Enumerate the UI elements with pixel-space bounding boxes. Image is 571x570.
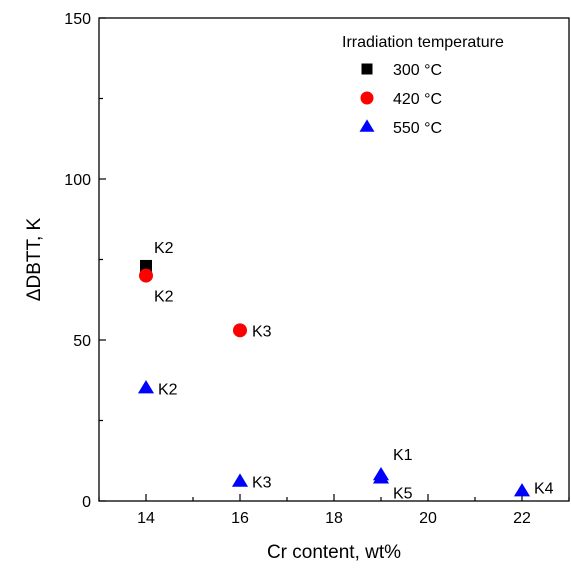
legend-label: 550 °C: [393, 120, 442, 137]
point-label: K2: [154, 240, 174, 257]
point-label: K2: [154, 289, 174, 306]
x-tick-label: 22: [513, 510, 531, 527]
x-tick-label: 18: [325, 510, 343, 527]
point-label: K3: [252, 323, 272, 340]
y-tick-label: 50: [73, 333, 91, 350]
data-point-circle: [233, 323, 247, 338]
y-tick-label: 0: [82, 494, 91, 511]
point-label: K5: [393, 485, 413, 502]
legend-label: 420 °C: [393, 91, 442, 108]
data-point-square: [140, 259, 152, 272]
point-label: K4: [534, 480, 554, 497]
data-points: K2 K2 K3 K2 K3 K1 K5 K4: [137, 240, 554, 502]
point-label: K2: [158, 381, 178, 398]
legend-marker-triangle: [359, 119, 375, 132]
axes: 14 16 18 20 22 0 50 100 150: [64, 11, 570, 527]
data-point-circle: [139, 268, 153, 283]
x-axis-title: Cr content, wt%: [267, 542, 401, 563]
y-tick-label: 100: [64, 172, 91, 189]
legend-title: Irradiation temperature: [342, 34, 504, 51]
data-point-triangle: [137, 380, 155, 394]
x-tick-label: 20: [419, 510, 437, 527]
x-tick-label: 14: [137, 510, 155, 527]
data-point-triangle: [513, 483, 531, 497]
data-point-triangle: [231, 473, 249, 487]
y-axis-title: ΔDBTT, K: [24, 217, 45, 301]
legend-marker-square: [361, 63, 373, 75]
point-label: K3: [252, 475, 272, 492]
plot-frame: [98, 17, 570, 502]
legend: Irradiation temperature 300 °C 420 °C 550 °…: [342, 34, 504, 137]
legend-marker-circle: [360, 91, 374, 105]
legend-label: 300 °C: [393, 62, 442, 79]
x-tick-label: 16: [231, 510, 249, 527]
data-point-triangle: [372, 470, 390, 484]
point-label: K1: [393, 447, 413, 464]
y-tick-label: 150: [64, 11, 91, 28]
